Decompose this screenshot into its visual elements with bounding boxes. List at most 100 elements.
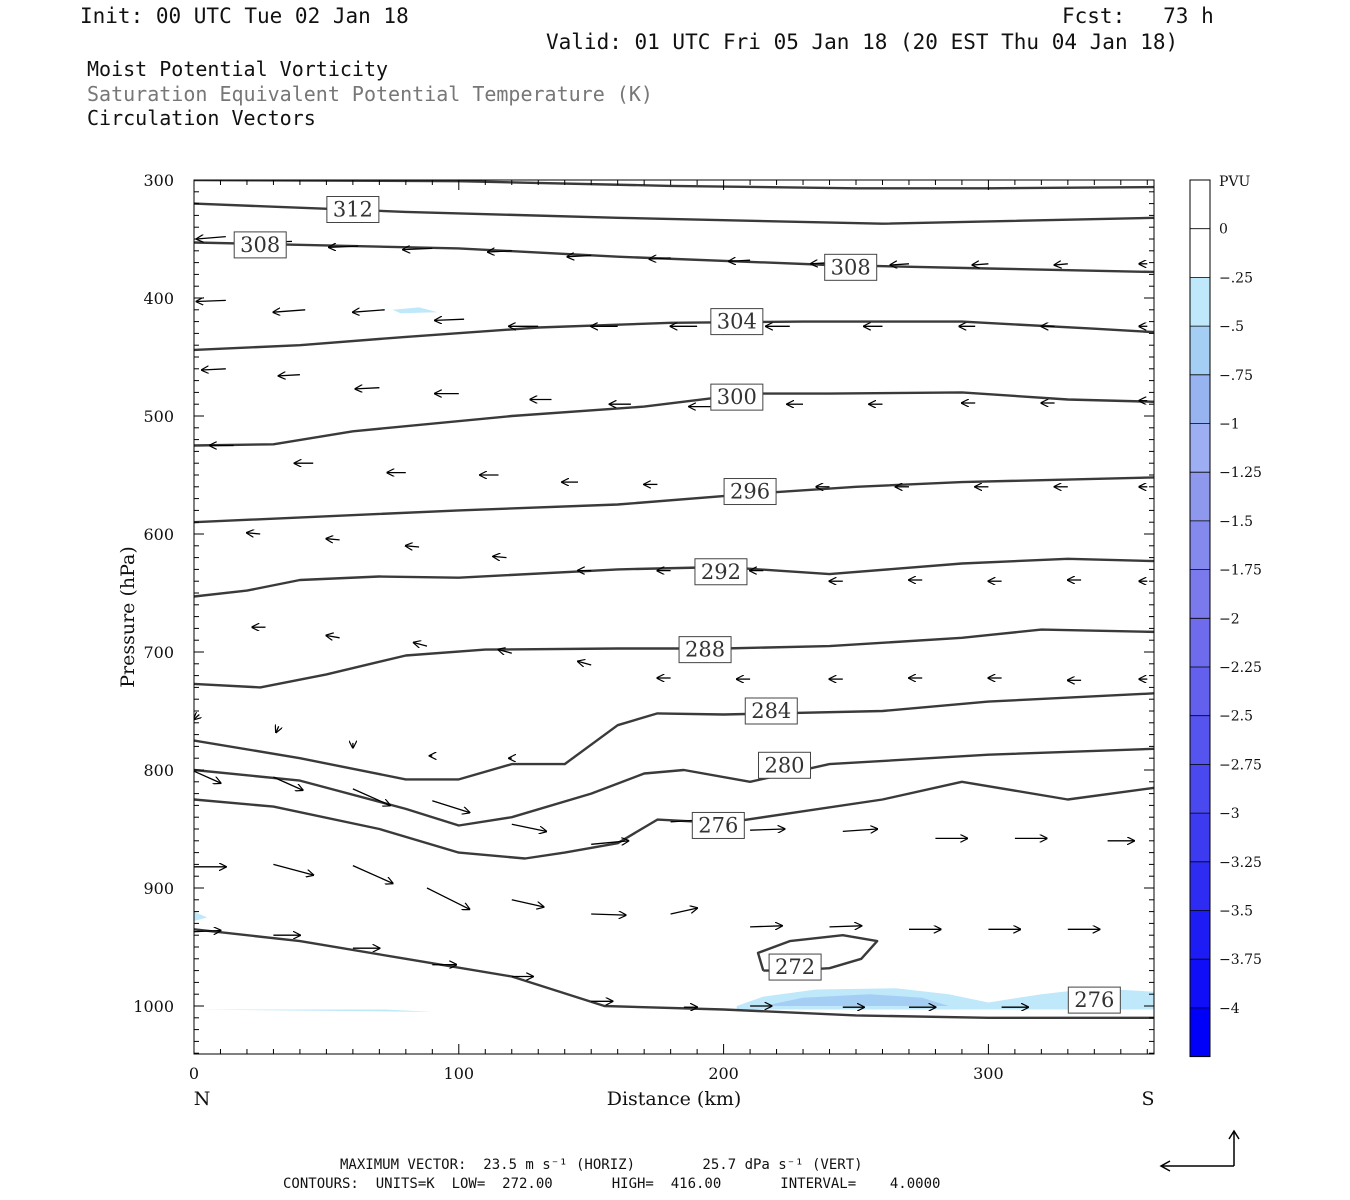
contour-label-box-4: [710, 383, 764, 411]
circulation-vector-26: [279, 375, 300, 376]
colorbar-swatch-12: [1190, 764, 1210, 814]
colorbar-unit: PVU: [1219, 174, 1251, 190]
colorbar-swatch-15: [1190, 910, 1210, 960]
mpv-shading: [194, 307, 1154, 1012]
circulation-vector-82: [511, 823, 546, 831]
field-title-mpv: Moist Potential Vorticity: [87, 57, 389, 81]
circulation-vector-16: [435, 319, 465, 320]
circulation-vector-80: [352, 788, 390, 806]
circulation-vector-83: [591, 841, 628, 845]
circulation-vector-5: [567, 256, 592, 257]
contour-label-9: 280: [764, 753, 804, 777]
contour-label-12: 276: [1074, 988, 1114, 1012]
colorbar-label-16: −4: [1219, 1001, 1240, 1017]
contour-label-4: 300: [717, 385, 757, 409]
colorbar-swatch-7: [1190, 520, 1210, 570]
circulation-vector-4: [488, 251, 512, 252]
colorbar-swatch-5: [1190, 423, 1210, 473]
colorbar-label-4: −1: [1219, 417, 1240, 433]
colorbar-swatch-10: [1190, 667, 1210, 716]
circulation-vector-73: [194, 715, 199, 720]
colorbar-swatch-9: [1190, 618, 1210, 667]
contour-300-4: [194, 391, 1154, 447]
contour-info-note: CONTOURS: UNITS=K LOW= 272.00 HIGH= 416.…: [283, 1176, 941, 1192]
colorbar-label-15: −3.75: [1219, 952, 1262, 968]
y-tick-label-400: 400: [143, 289, 174, 308]
circulation-vector-63: [414, 643, 428, 647]
contour-label-box-12: [1067, 986, 1121, 1014]
colorbar-label-3: −.75: [1219, 368, 1253, 384]
x-end-label-south: S: [1141, 1088, 1154, 1110]
mpv-shade-3: [392, 307, 438, 314]
circulation-vector-95: [591, 914, 625, 915]
max-vector-note: MAXIMUM VECTOR: 23.5 m s⁻¹ (HORIZ) 25.7 …: [340, 1157, 863, 1173]
contour-296-5: [194, 476, 1154, 524]
field-title-theta-es: Saturation Equivalent Potential Temperat…: [87, 82, 653, 106]
colorbar-swatch-13: [1190, 813, 1210, 862]
contour-label-box-10: [691, 811, 745, 839]
mpv-shade-1: [763, 994, 949, 1006]
contour-label-box-8: [744, 697, 798, 725]
colorbar-swatch-8: [1190, 569, 1210, 619]
circulation-vector-51: [406, 546, 420, 547]
circulation-vector-79: [273, 776, 302, 790]
colorbar-label-2: −.5: [1219, 319, 1244, 335]
colorbar-label-14: −3.5: [1219, 904, 1253, 920]
contour-label-box-1: [233, 231, 287, 259]
contour-308-2: [194, 241, 1154, 274]
colorbar-label-6: −1.5: [1219, 514, 1253, 530]
y-tick-label-900: 900: [143, 879, 174, 898]
colorbar-label-11: −2.75: [1219, 757, 1262, 773]
circulation-vector-94: [511, 899, 544, 907]
circulation-vector-14: [273, 310, 306, 312]
y-axis-label: Pressure (hPa): [117, 546, 139, 688]
contour-label-11: 272: [775, 955, 815, 979]
colorbar-label-5: −1.25: [1219, 465, 1262, 481]
circulation-vector-2: [329, 246, 359, 247]
circulation-vector-97: [750, 926, 782, 927]
contour-292-6: [194, 557, 1154, 598]
circulation-vector-78: [194, 770, 221, 783]
colorbar-label-9: −2.25: [1219, 660, 1262, 676]
plot-frame: [193, 179, 1155, 1055]
circulation-vector-7: [729, 260, 751, 261]
x-tick-label-300: 300: [973, 1064, 1004, 1083]
mpv-shade-4: [194, 911, 208, 921]
contour-284-8: [194, 692, 1154, 781]
circulation-vector-65: [578, 661, 592, 665]
contour-280-9: [194, 747, 1154, 827]
valid-time: Valid: 01 UTC Fri 05 Jan 18 (20 EST Thu …: [546, 30, 1179, 54]
circulation-vector-74: [276, 726, 279, 732]
mpv-shade-2: [194, 1009, 433, 1012]
y-tick-label-300: 300: [143, 171, 174, 190]
contour-label-3: 304: [717, 310, 757, 334]
contour-label-box-9: [758, 751, 812, 779]
colorbar-label-7: −1.75: [1219, 563, 1262, 579]
colorbar-label-12: −3: [1219, 806, 1240, 822]
theta-es-contours: [194, 180, 1154, 1019]
pvu-colorbar: 0 −.25 −.5 −.75 −1 −1.25 −1.5 −1.75 −2 −2.25 −2.5 −…: [1189, 179, 1262, 1058]
contour-label-5: 296: [730, 480, 770, 504]
circulation-vectors: [194, 237, 1148, 1008]
y-tick-label-1000: 1000: [133, 997, 174, 1016]
contour-label-box-6: [694, 558, 748, 586]
y-tick-label-800: 800: [143, 761, 174, 780]
circulation-vector-62: [326, 636, 340, 638]
colorbar-swatch-1: [1190, 228, 1210, 278]
circulation-vector-93: [426, 887, 469, 909]
colorbar-label-8: −2: [1219, 611, 1240, 627]
reference-vector-icon: [1159, 1129, 1240, 1172]
circulation-vector-96: [670, 908, 698, 915]
circulation-vector-52: [493, 556, 507, 557]
colorbar-swatch-3: [1190, 326, 1210, 375]
colorbar-label-0: 0: [1219, 222, 1228, 238]
contour-314-0: [194, 180, 1154, 190]
circulation-vector-0: [197, 237, 226, 239]
circulation-vector-81: [432, 800, 469, 813]
circulation-vector-3: [403, 248, 433, 249]
contour-label-2: 308: [831, 255, 871, 279]
circulation-vector-102: [194, 931, 221, 932]
circulation-vector-86: [842, 829, 877, 831]
circulation-vector-6: [650, 258, 671, 259]
